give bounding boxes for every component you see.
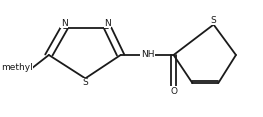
Text: NH: NH <box>141 51 154 59</box>
Text: N: N <box>104 19 111 28</box>
Text: N: N <box>61 19 68 28</box>
Text: methyl: methyl <box>1 63 32 72</box>
Text: S: S <box>83 78 88 87</box>
Text: O: O <box>170 87 177 96</box>
Text: S: S <box>211 16 216 25</box>
